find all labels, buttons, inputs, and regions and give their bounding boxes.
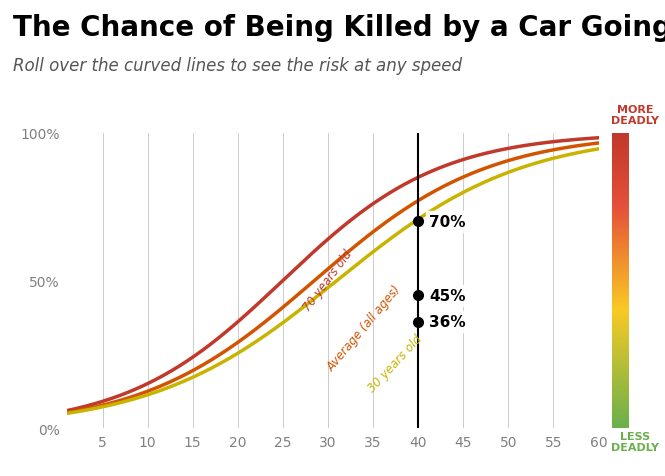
Text: LESS
DEADLY: LESS DEADLY xyxy=(611,431,659,452)
Text: 70%: 70% xyxy=(429,214,466,229)
Text: The Chance of Being Killed by a Car Going 40 mph: The Chance of Being Killed by a Car Goin… xyxy=(13,14,665,42)
Text: Average (all ages): Average (all ages) xyxy=(325,283,404,373)
Text: Roll over the curved lines to see the risk at any speed: Roll over the curved lines to see the ri… xyxy=(13,57,462,75)
Text: 36%: 36% xyxy=(429,315,466,330)
Text: MORE
DEADLY: MORE DEADLY xyxy=(611,105,659,126)
Text: 45%: 45% xyxy=(429,288,466,303)
Text: 70 years old: 70 years old xyxy=(301,248,355,314)
Text: 30 years old: 30 years old xyxy=(366,332,425,395)
